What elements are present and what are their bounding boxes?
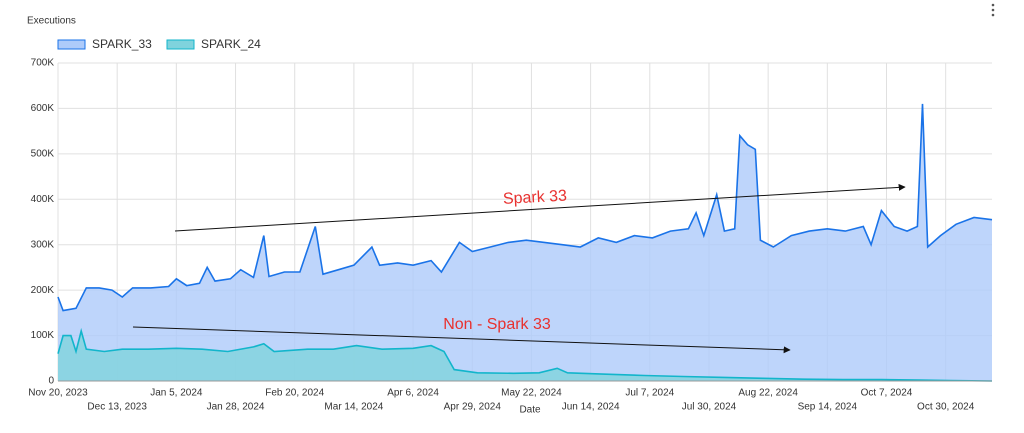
x-tick-label: Apr 6, 2024 — [387, 388, 439, 399]
y-tick-label: 500K — [31, 148, 55, 159]
x-tick-label: Jul 30, 2024 — [682, 402, 737, 413]
x-tick-label: May 22, 2024 — [501, 388, 562, 399]
x-tick-label: Mar 14, 2024 — [324, 402, 383, 413]
annotation: Spark 33 — [503, 188, 568, 208]
x-tick-label: Oct 30, 2024 — [917, 402, 975, 413]
y-tick-label: 100K — [31, 330, 55, 341]
x-tick-label: Apr 29, 2024 — [444, 402, 502, 413]
x-tick-label: Nov 20, 2023 — [28, 388, 88, 399]
y-tick-label: 200K — [31, 285, 55, 296]
x-tick-label: Jan 28, 2024 — [207, 402, 265, 413]
annotation: Non - Spark 33 — [443, 316, 551, 333]
legend-swatch — [57, 39, 86, 50]
annotation-arrow — [132, 326, 791, 354]
y-tick-label: 300K — [31, 239, 55, 250]
x-tick-label: Jan 5, 2024 — [150, 388, 203, 399]
x-tick-label: Sep 14, 2024 — [798, 402, 858, 413]
x-tick-label: Jun 14, 2024 — [562, 402, 620, 413]
y-tick-label: 400K — [31, 194, 55, 205]
area — [58, 103, 992, 382]
y-tick-label: 0 — [48, 376, 54, 387]
menu-icon[interactable] — [991, 3, 995, 17]
line — [57, 103, 993, 312]
x-tick-label: Dec 13, 2023 — [87, 402, 147, 413]
legend-swatch — [166, 39, 195, 50]
x-tick-label: Oct 7, 2024 — [861, 388, 913, 399]
x-axis-label: Date — [519, 405, 541, 416]
area — [58, 331, 992, 381]
y-tick-label: 600K — [31, 103, 55, 114]
y-tick-label: 700K — [31, 58, 55, 69]
x-tick-label: Jul 7, 2024 — [625, 388, 674, 399]
legend-label: SPARK_33 — [92, 37, 152, 51]
chart-title: Executions — [27, 16, 76, 27]
x-tick-label: Feb 20, 2024 — [265, 388, 324, 399]
line — [57, 327, 993, 382]
annotation-arrow — [174, 183, 906, 232]
legend-label: SPARK_24 — [201, 37, 261, 51]
x-tick-label: Aug 22, 2024 — [738, 388, 798, 399]
